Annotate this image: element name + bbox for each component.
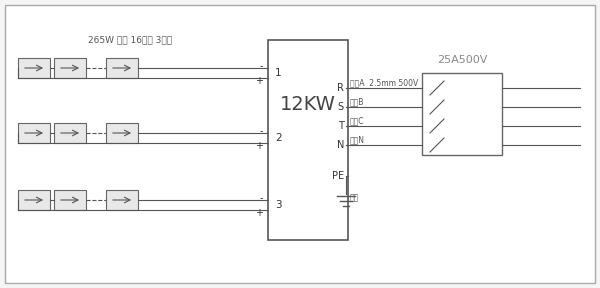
Text: 25A500V: 25A500V	[437, 55, 487, 65]
Text: 相線C: 相線C	[350, 117, 365, 126]
Text: T: T	[338, 121, 344, 131]
Bar	[268, 40, 348, 240]
Text: +: +	[255, 141, 263, 151]
Bar	[422, 73, 502, 155]
Bar	[106, 123, 138, 143]
Text: 12KW: 12KW	[280, 94, 336, 113]
Text: 3: 3	[275, 200, 281, 210]
Bar	[106, 190, 138, 210]
Text: -: -	[260, 61, 263, 71]
Text: 相線B: 相線B	[350, 98, 364, 107]
Text: +: +	[255, 76, 263, 86]
Text: 零線N: 零線N	[350, 135, 365, 145]
Bar	[54, 58, 86, 78]
Bar	[18, 123, 50, 143]
Bar	[54, 190, 86, 210]
Text: N: N	[337, 140, 344, 150]
Text: +: +	[255, 208, 263, 218]
Text: -: -	[260, 193, 263, 203]
Text: 265W 組件 16串聯 3并聯: 265W 組件 16串聯 3并聯	[88, 35, 172, 45]
Text: S: S	[338, 102, 344, 112]
Text: 1: 1	[275, 68, 281, 78]
Bar	[54, 123, 86, 143]
Text: PE: PE	[332, 171, 344, 181]
Text: R: R	[337, 83, 344, 93]
Bar	[18, 190, 50, 210]
Text: 地線: 地線	[350, 194, 359, 202]
Text: 相線A  2.5mm 500V: 相線A 2.5mm 500V	[350, 79, 418, 88]
Bar	[106, 58, 138, 78]
Text: -: -	[260, 126, 263, 136]
Bar	[18, 58, 50, 78]
Text: 2: 2	[275, 133, 281, 143]
